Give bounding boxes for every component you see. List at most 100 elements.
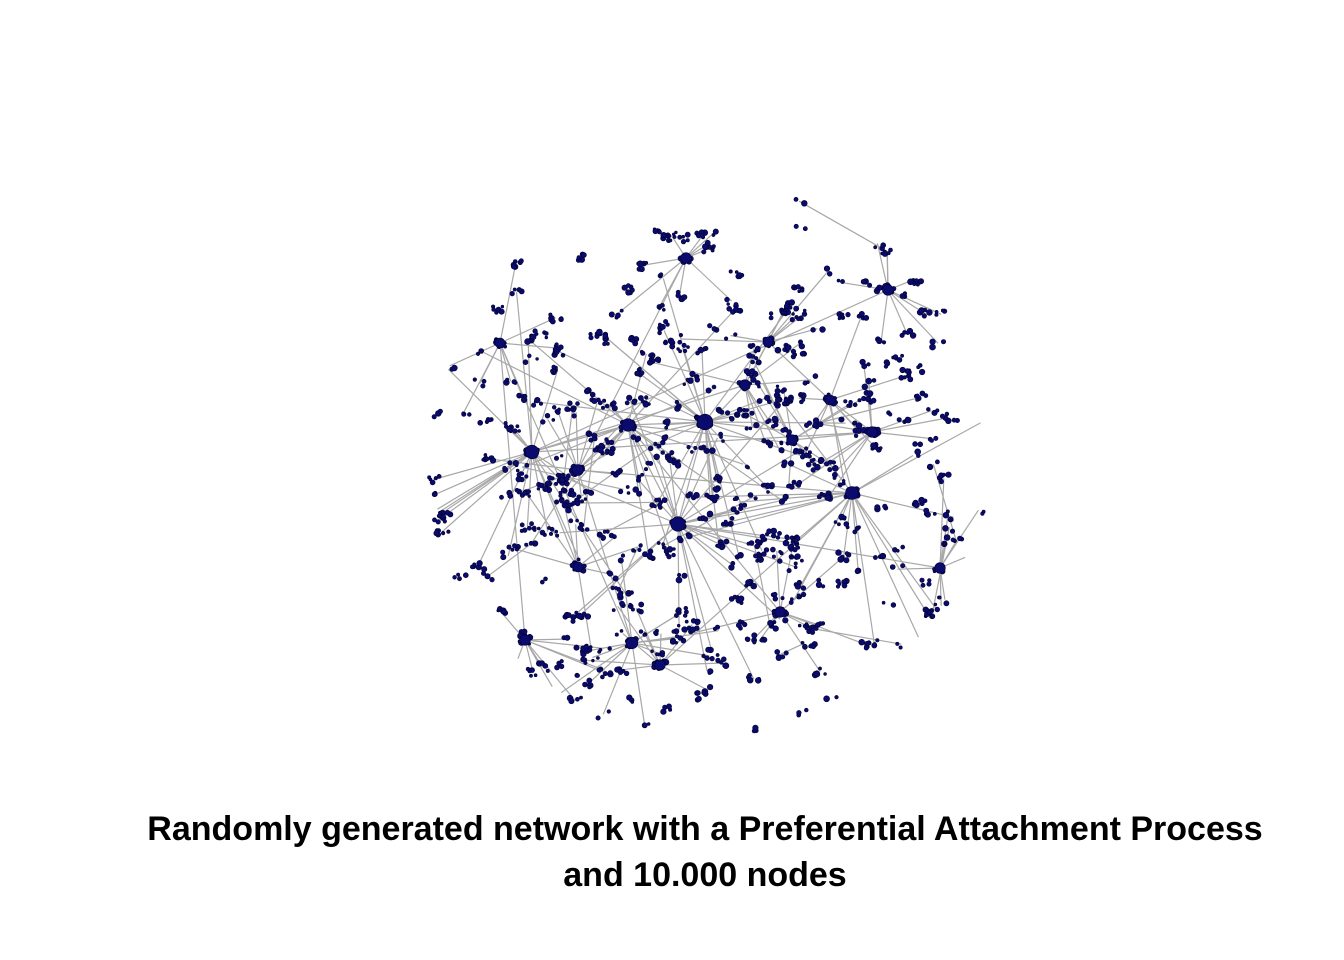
network-node bbox=[942, 511, 950, 519]
network-edge bbox=[577, 400, 644, 471]
network-node bbox=[564, 476, 570, 482]
network-node bbox=[619, 308, 624, 313]
network-node bbox=[494, 337, 506, 349]
network-node bbox=[617, 591, 624, 598]
network-node bbox=[555, 409, 561, 415]
network-node bbox=[712, 626, 718, 632]
network-edge bbox=[558, 351, 706, 423]
network-node bbox=[516, 393, 521, 398]
network-node bbox=[752, 640, 757, 645]
network-node bbox=[945, 471, 952, 478]
network-node bbox=[551, 368, 557, 374]
network-node bbox=[702, 516, 709, 522]
network-node bbox=[738, 503, 744, 508]
network-node bbox=[656, 541, 661, 545]
network-edge bbox=[767, 328, 818, 343]
network-node bbox=[761, 551, 767, 557]
network-node bbox=[661, 497, 668, 503]
network-node bbox=[766, 490, 770, 494]
network-node bbox=[711, 244, 716, 249]
network-node bbox=[857, 525, 861, 530]
network-node bbox=[584, 613, 592, 620]
network-node bbox=[584, 527, 590, 532]
network-node bbox=[754, 677, 762, 684]
network-node bbox=[571, 413, 577, 419]
network-edge bbox=[499, 317, 556, 344]
network-node bbox=[467, 412, 472, 417]
network-node bbox=[791, 312, 795, 316]
network-node bbox=[657, 229, 662, 235]
network-node bbox=[499, 494, 504, 500]
network-node bbox=[945, 509, 950, 514]
network-node bbox=[698, 445, 704, 451]
network-node bbox=[655, 652, 659, 657]
network-node bbox=[661, 307, 666, 312]
network-node bbox=[814, 464, 821, 471]
network-node bbox=[621, 284, 628, 291]
network-node bbox=[762, 482, 768, 488]
network-node bbox=[842, 515, 847, 520]
network-node bbox=[902, 291, 908, 296]
network-node bbox=[555, 533, 560, 538]
network-edge bbox=[602, 642, 633, 715]
network-node bbox=[574, 610, 579, 615]
network-node bbox=[628, 602, 633, 607]
network-node bbox=[922, 307, 928, 313]
network-node bbox=[635, 435, 642, 442]
network-node bbox=[524, 462, 530, 468]
network-node bbox=[683, 605, 688, 611]
network-node bbox=[650, 649, 654, 653]
network-node bbox=[747, 673, 752, 678]
network-edge bbox=[887, 289, 909, 336]
network-node bbox=[867, 282, 873, 288]
network-node bbox=[462, 572, 469, 579]
network-node bbox=[934, 606, 940, 613]
network-node bbox=[794, 542, 799, 547]
network-node bbox=[861, 363, 868, 370]
network-node bbox=[617, 557, 624, 564]
network-node bbox=[610, 585, 615, 591]
network-node bbox=[637, 547, 642, 553]
network-node bbox=[597, 531, 602, 536]
network-node bbox=[558, 663, 565, 670]
network-node bbox=[784, 535, 790, 541]
network-node bbox=[676, 459, 681, 463]
network-edge bbox=[719, 384, 746, 413]
network-node bbox=[943, 534, 951, 541]
network-node bbox=[754, 543, 761, 550]
network-edge bbox=[634, 440, 679, 525]
network-edge bbox=[514, 548, 579, 568]
network-node bbox=[668, 238, 673, 243]
network-node bbox=[619, 600, 625, 607]
network-node bbox=[919, 577, 925, 583]
network-node bbox=[661, 542, 666, 547]
network-node bbox=[475, 351, 481, 356]
network-node bbox=[748, 344, 754, 350]
network-node bbox=[661, 434, 668, 442]
network-node bbox=[517, 429, 521, 433]
network-node bbox=[676, 623, 681, 628]
network-node bbox=[801, 200, 808, 207]
network-node bbox=[826, 271, 833, 277]
network-edge bbox=[738, 492, 853, 503]
network-node bbox=[883, 364, 889, 369]
network-node bbox=[753, 496, 758, 501]
network-node bbox=[765, 439, 771, 445]
network-node bbox=[595, 715, 601, 721]
network-edge bbox=[829, 399, 873, 433]
network-node bbox=[799, 392, 803, 397]
network-node bbox=[519, 528, 524, 533]
network-node bbox=[835, 578, 841, 584]
network-node bbox=[793, 196, 799, 202]
network-node bbox=[751, 728, 757, 734]
network-edge bbox=[659, 664, 708, 691]
network-node bbox=[536, 526, 541, 531]
network-node bbox=[677, 234, 683, 240]
network-node bbox=[666, 546, 674, 553]
network-node bbox=[565, 507, 572, 514]
network-node bbox=[748, 540, 755, 546]
network-node bbox=[744, 412, 749, 417]
network-node bbox=[837, 316, 842, 321]
network-edge bbox=[677, 523, 941, 569]
network-node bbox=[615, 469, 622, 476]
